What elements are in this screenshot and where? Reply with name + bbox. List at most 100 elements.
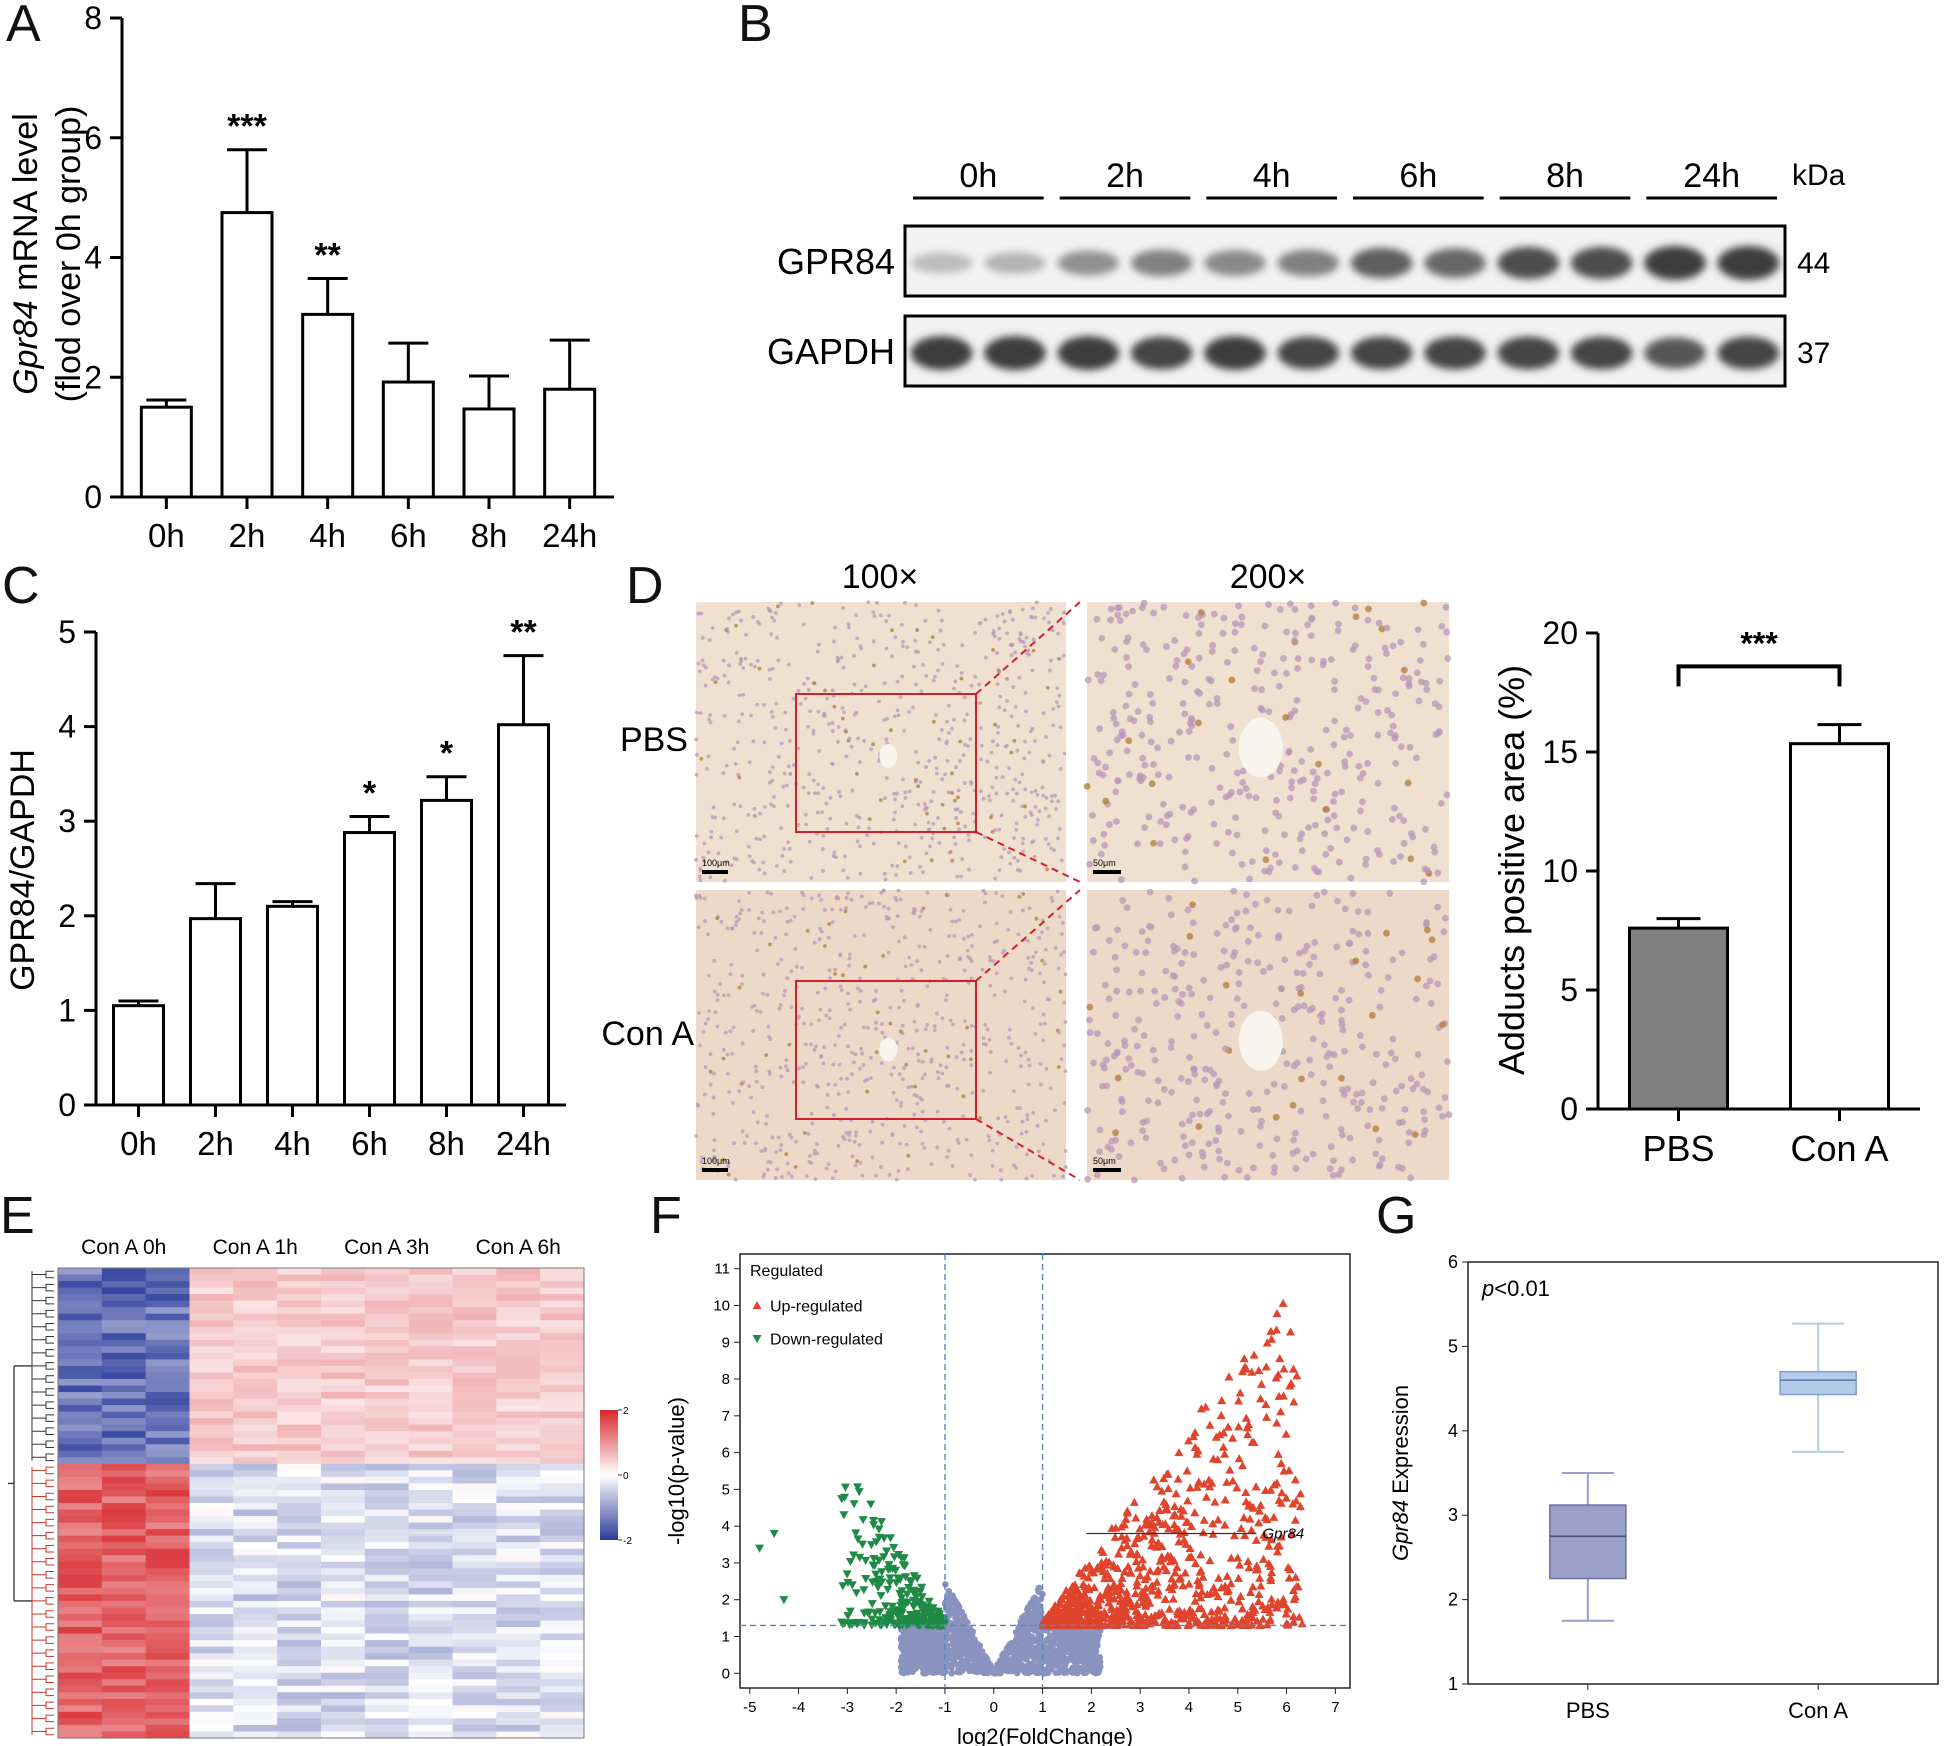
- heatmap-cell: [452, 1405, 497, 1413]
- cell-nucleus: [989, 815, 993, 820]
- cell-nucleus: [1122, 610, 1130, 618]
- heatmap-cell: [189, 1300, 234, 1308]
- heatmap-cell: [189, 1731, 234, 1739]
- x-tick-label: 2h: [197, 1125, 234, 1162]
- heatmap-cell: [496, 1503, 541, 1511]
- up-regulated-point: [1228, 1476, 1238, 1485]
- x-tick-label: 0: [990, 1699, 998, 1716]
- group-label: PBS: [620, 721, 688, 759]
- cell-nucleus: [1002, 989, 1007, 994]
- cell-nucleus: [900, 644, 905, 649]
- heatmap-cell: [101, 1561, 147, 1569]
- cell-nucleus: [779, 601, 783, 606]
- cell-nucleus: [838, 984, 843, 989]
- cell-nucleus: [826, 1162, 831, 1167]
- heatmap-cell: [321, 1398, 366, 1406]
- cell-nucleus: [950, 771, 954, 776]
- cell-nucleus: [1160, 603, 1168, 611]
- cell-nucleus: [824, 1013, 829, 1018]
- cell-nucleus: [1228, 849, 1236, 857]
- cell-nucleus: [849, 744, 854, 749]
- heatmap-cell: [233, 1307, 278, 1315]
- cell-nucleus: [1225, 1112, 1232, 1120]
- cell-nucleus: [1056, 1065, 1061, 1069]
- cell-nucleus: [913, 1084, 917, 1089]
- heatmap-cell: [58, 1535, 103, 1543]
- cell-nucleus: [955, 1137, 960, 1142]
- cell-nucleus: [1256, 1122, 1264, 1130]
- cell-nucleus: [754, 1008, 759, 1013]
- ns-point: [968, 1652, 976, 1659]
- up-regulated-point: [1198, 1572, 1208, 1581]
- heatmap-cell: [364, 1372, 410, 1380]
- cell-nucleus: [1045, 926, 1050, 931]
- cell-nucleus: [732, 856, 737, 861]
- cell-nucleus: [1434, 869, 1442, 877]
- cell-nucleus: [1171, 836, 1179, 844]
- cell-nucleus: [1058, 989, 1063, 994]
- cell-nucleus: [762, 834, 767, 839]
- cell-nucleus: [1058, 725, 1063, 730]
- y-tick-label: 4: [84, 240, 102, 276]
- heatmap-cell: [101, 1640, 147, 1648]
- cell-nucleus: [993, 828, 997, 833]
- cell-nucleus: [874, 1173, 878, 1178]
- heatmap-cell: [189, 1568, 234, 1576]
- cell-nucleus: [1118, 1098, 1126, 1105]
- cell-nucleus: [746, 812, 751, 817]
- cell-nucleus: [917, 864, 922, 869]
- heatmap-cell: [540, 1672, 585, 1680]
- heatmap-cell: [58, 1613, 103, 1622]
- cell-nucleus: [1392, 732, 1399, 740]
- cell-nucleus: [1027, 1082, 1031, 1087]
- heatmap-cell: [408, 1633, 454, 1641]
- cell-nucleus: [777, 1006, 782, 1011]
- cell-nucleus: [1223, 961, 1230, 969]
- cell-nucleus: [1018, 632, 1023, 637]
- cell-nucleus: [1237, 621, 1245, 629]
- heatmap-cell: [145, 1509, 191, 1517]
- cell-nucleus: [754, 1069, 759, 1074]
- cell-nucleus: [1123, 638, 1131, 645]
- heatmap-cell: [101, 1470, 147, 1478]
- cell-nucleus: [806, 688, 811, 692]
- cell-nucleus: [970, 933, 974, 937]
- cell-nucleus: [848, 952, 852, 957]
- zoom-line: [975, 1118, 1081, 1181]
- heatmap-cell: [364, 1529, 410, 1537]
- heatmap-cell: [277, 1385, 322, 1393]
- cell-nucleus: [1293, 969, 1301, 977]
- cell-nucleus: [968, 1057, 973, 1062]
- ns-point: [1071, 1655, 1079, 1663]
- cell-nucleus: [1327, 1143, 1335, 1151]
- heatmap-cell: [58, 1581, 103, 1589]
- cell-nucleus: [789, 1174, 794, 1179]
- cell-nucleus: [799, 965, 804, 970]
- cell-nucleus: [922, 945, 927, 949]
- heatmap-cell: [101, 1731, 147, 1739]
- cell-nucleus: [1368, 1011, 1376, 1019]
- cell-nucleus: [852, 682, 857, 687]
- cell-nucleus: [1243, 891, 1250, 899]
- ns-point: [1096, 1653, 1104, 1661]
- heatmap-cell: [145, 1600, 191, 1609]
- cell-nucleus: [711, 805, 716, 810]
- x-tick-label: 6: [1282, 1699, 1290, 1716]
- cell-nucleus: [839, 907, 843, 912]
- cell-nucleus: [978, 701, 983, 705]
- heatmap-cell: [452, 1274, 497, 1282]
- cell-nucleus: [1023, 691, 1028, 695]
- heatmap-cell: [321, 1346, 366, 1354]
- cell-nucleus: [1335, 620, 1342, 628]
- cell-nucleus: [694, 834, 699, 838]
- heatmap-cell: [233, 1431, 278, 1439]
- heatmap-column-label: Con A 0h: [81, 1236, 166, 1259]
- cell-nucleus: [1008, 609, 1012, 613]
- cell-nucleus: [733, 761, 738, 766]
- heatmap-cell: [540, 1535, 585, 1543]
- cell-nucleus: [749, 1095, 754, 1100]
- ns-point: [1089, 1647, 1097, 1655]
- panel-letter-a: A: [6, 0, 41, 53]
- cell-nucleus: [1322, 726, 1330, 734]
